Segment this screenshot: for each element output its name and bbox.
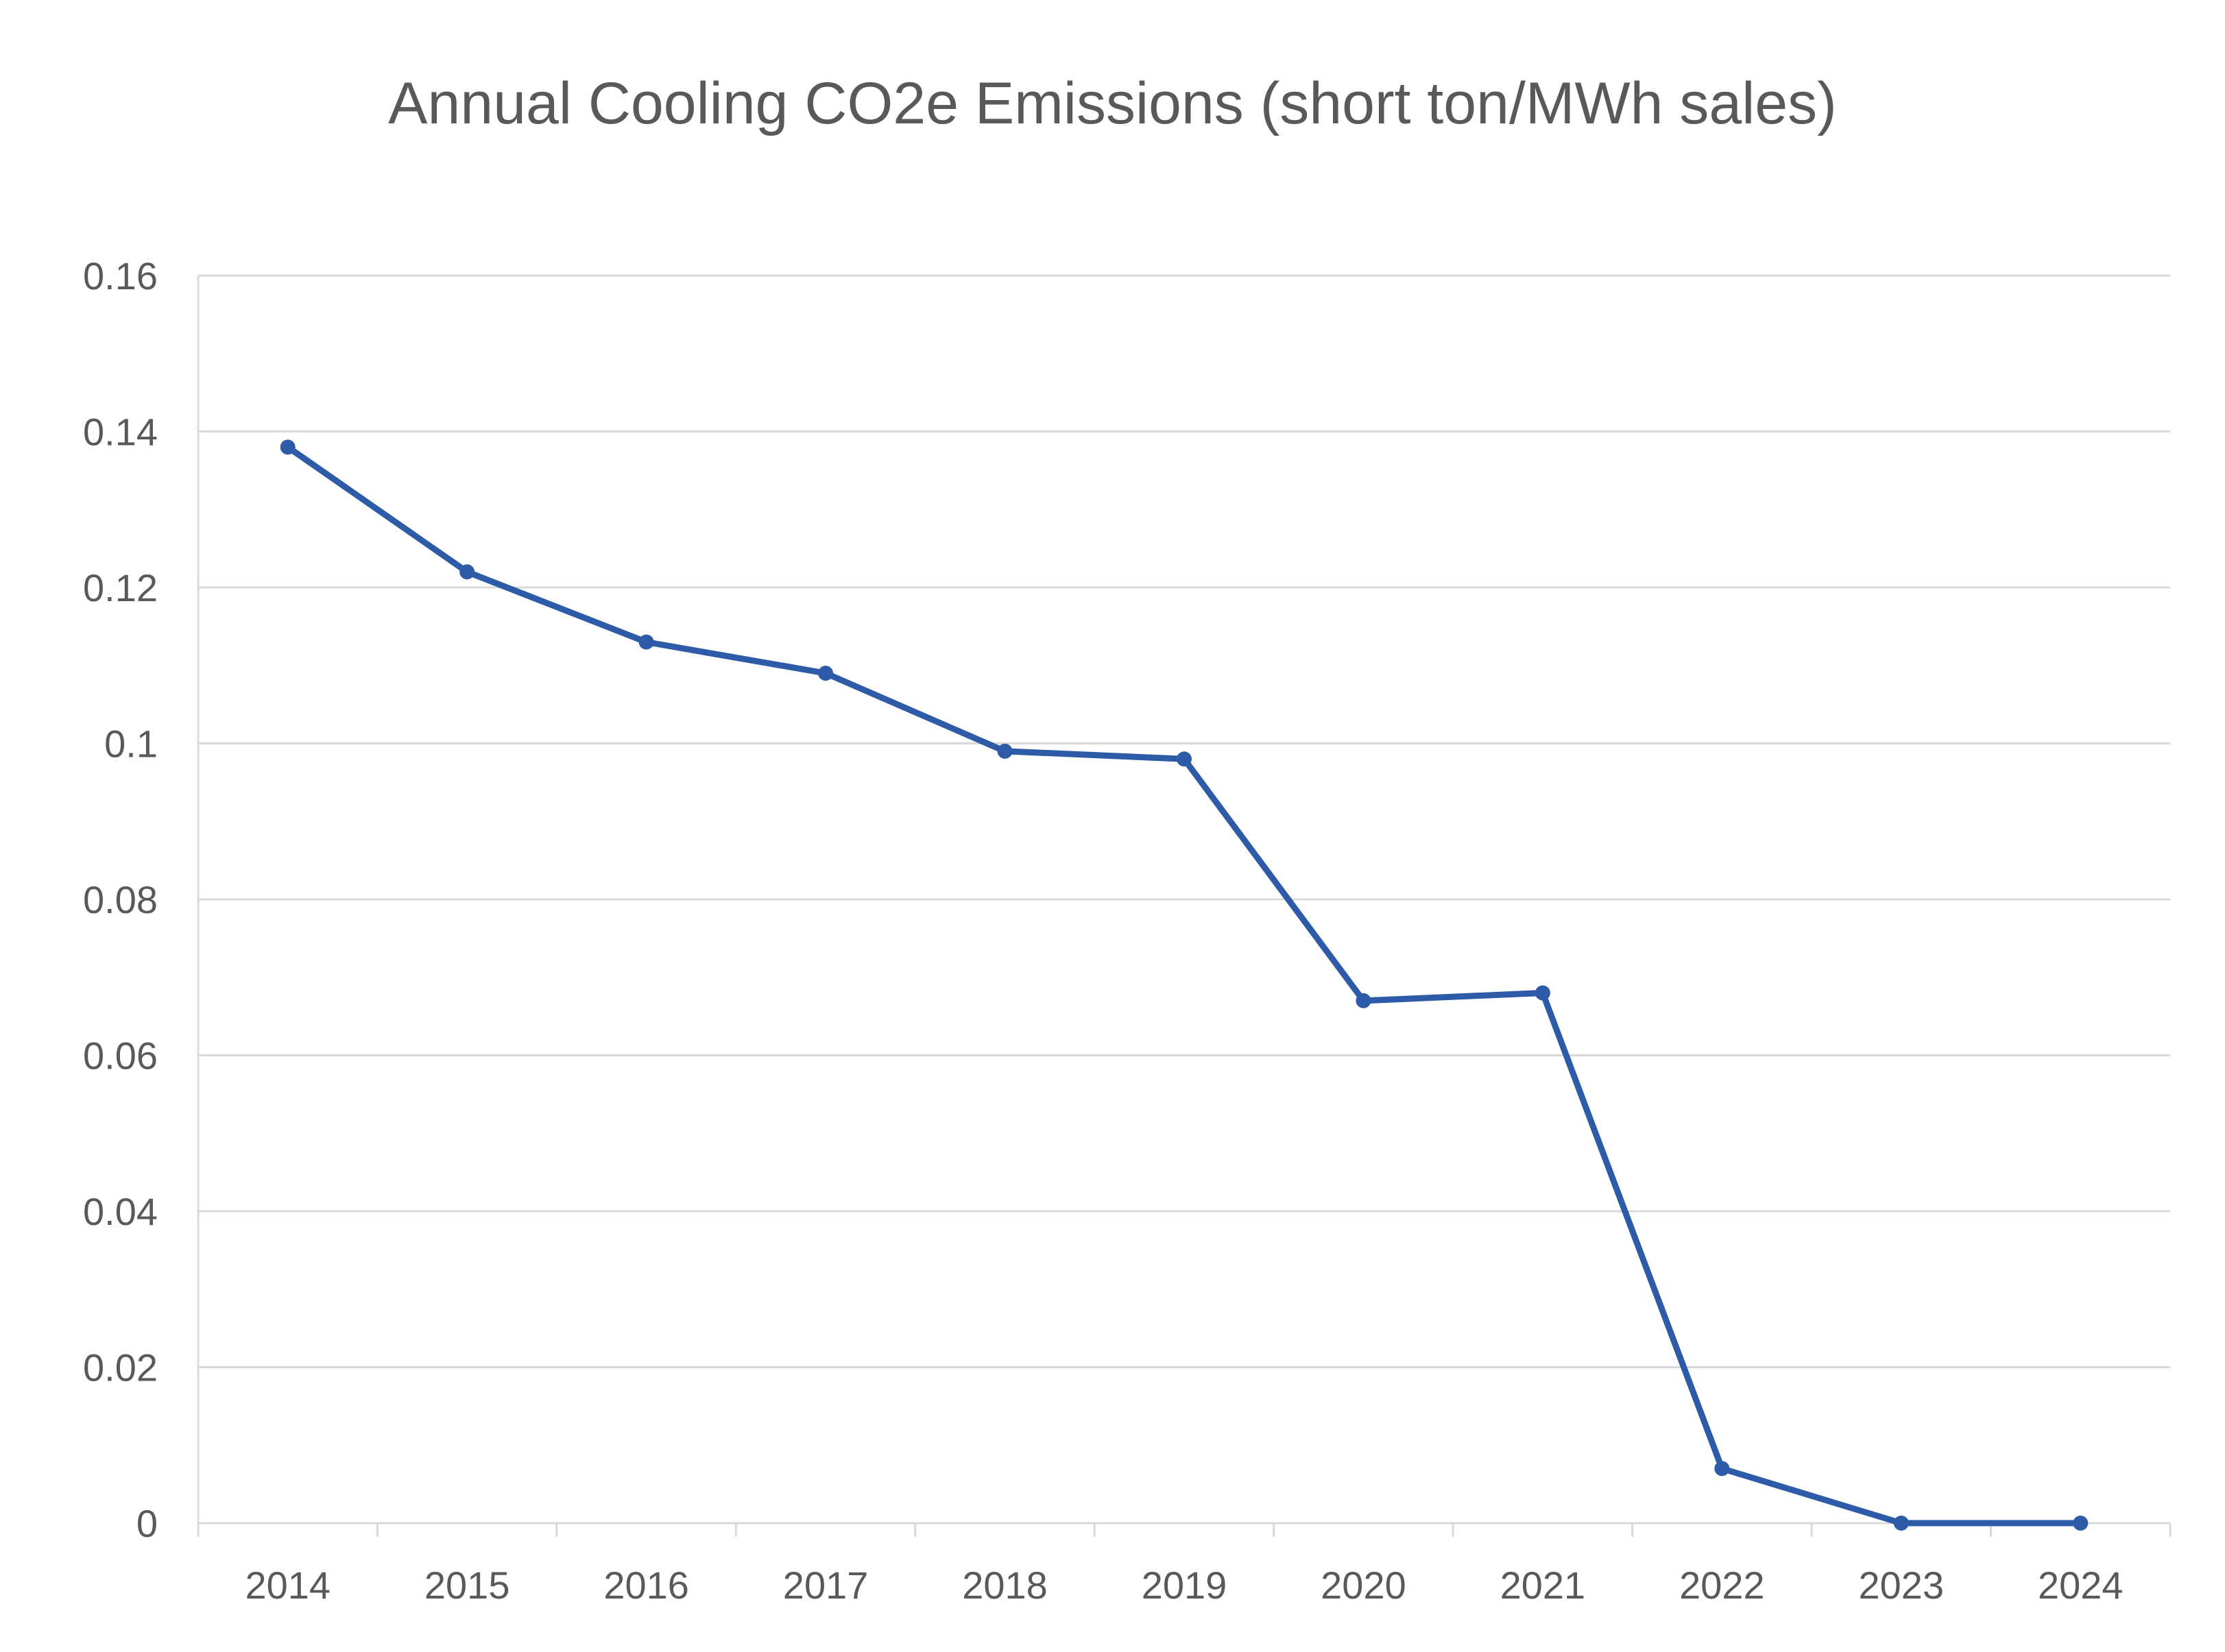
x-tick-label: 2020 — [1321, 1564, 1406, 1607]
y-tick-label: 0.1 — [104, 722, 158, 766]
data-point — [1177, 751, 1192, 767]
x-tick-label: 2016 — [603, 1564, 689, 1607]
y-axis-tick-labels: 0 0.02 0.04 0.06 0.08 0.1 0.12 0.14 0.16 — [83, 254, 158, 1545]
data-point — [2073, 1516, 2089, 1531]
y-tick-label: 0.06 — [83, 1034, 158, 1078]
data-point — [1535, 985, 1550, 1001]
y-tick-label: 0.02 — [83, 1346, 158, 1389]
x-tick-label: 2019 — [1142, 1564, 1227, 1607]
x-tick-label: 2021 — [1500, 1564, 1586, 1607]
data-point — [1714, 1461, 1730, 1477]
x-tick-label: 2022 — [1679, 1564, 1765, 1607]
data-point — [280, 439, 296, 455]
x-tick-label: 2018 — [962, 1564, 1048, 1607]
series-line — [285, 444, 2084, 1527]
data-point — [1893, 1516, 1909, 1531]
chart-title: Annual Cooling CO2e Emissions (short ton… — [388, 71, 1837, 136]
y-tick-label: 0.16 — [83, 254, 158, 297]
data-point — [997, 743, 1013, 759]
x-tick-label: 2015 — [424, 1564, 510, 1607]
gridlines — [197, 274, 2172, 1537]
data-point — [1356, 993, 1371, 1008]
y-tick-label: 0.14 — [83, 411, 158, 454]
data-point — [459, 564, 475, 580]
x-tick-label: 2014 — [245, 1564, 330, 1607]
x-tick-label: 2017 — [783, 1564, 869, 1607]
x-axis-tick-labels: 2014 2015 2016 2017 2018 2019 2020 2021 2022 2023… — [245, 1564, 2123, 1607]
y-tick-label: 0 — [136, 1502, 158, 1545]
data-point — [638, 634, 654, 650]
y-tick-label: 0.04 — [83, 1190, 158, 1233]
y-tick-label: 0.12 — [83, 566, 158, 609]
series-layer — [280, 439, 2089, 1531]
x-tick-label: 2023 — [1859, 1564, 1945, 1607]
x-tick-label: 2024 — [2038, 1564, 2124, 1607]
y-tick-label: 0.08 — [83, 878, 158, 921]
data-point — [818, 666, 834, 681]
